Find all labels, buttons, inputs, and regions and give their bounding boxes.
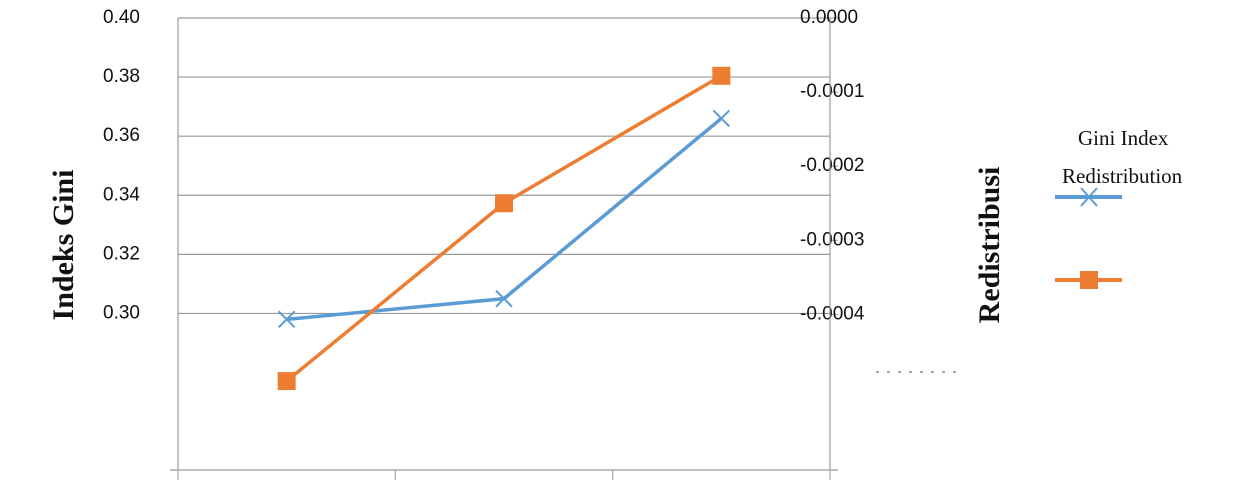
data-point — [495, 194, 513, 213]
data-point — [712, 109, 731, 128]
legend-marker — [1080, 187, 1098, 207]
data-point — [277, 310, 296, 329]
y2-tick-label: -0.0004 — [800, 303, 865, 324]
legend-label: Redistribution — [1062, 164, 1183, 188]
y2-tick-label: -0.0002 — [800, 155, 864, 176]
y-axis-title: Indeks Gini — [47, 170, 80, 321]
y-tick-label: 0.36 — [103, 125, 140, 146]
legend-label: Gini Index — [1078, 126, 1169, 150]
data-point — [495, 289, 513, 308]
y-tick-label: 0.30 — [103, 302, 140, 323]
y2-tick-label: 0.0000 — [800, 7, 858, 28]
y-tick-label: 0.38 — [103, 66, 140, 87]
y2-tick-label: -0.0001 — [800, 81, 864, 102]
y-tick-label: 0.32 — [103, 243, 140, 264]
series-line — [285, 74, 723, 383]
y-tick-label: 0.40 — [103, 7, 140, 28]
series-line — [286, 117, 723, 322]
data-point — [712, 66, 731, 85]
y2-tick-label: -0.0003 — [800, 229, 864, 250]
y2-axis-title: Redistribusi — [973, 167, 1006, 324]
y-tick-label: 0.34 — [103, 184, 140, 205]
data-point — [277, 372, 296, 391]
legend-marker — [1080, 271, 1098, 289]
